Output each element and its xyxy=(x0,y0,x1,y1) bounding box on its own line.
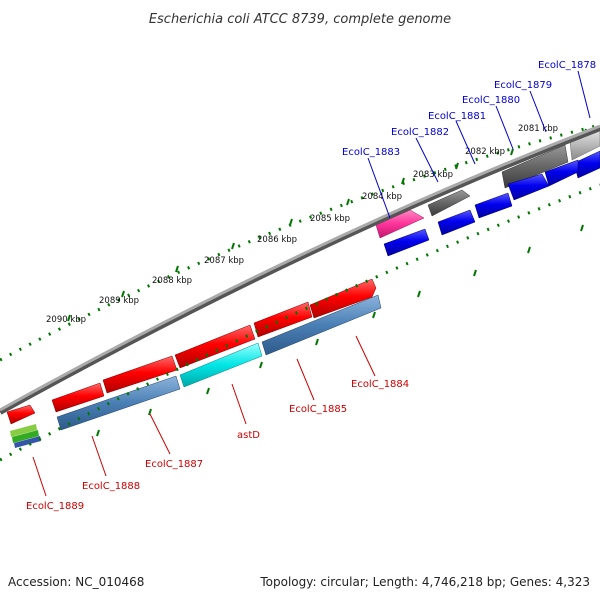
gene-label[interactable]: EcolC_1879 xyxy=(494,80,552,91)
forward-strand-genes-bottom xyxy=(6,278,377,425)
forward-strand-genes-top xyxy=(375,127,600,239)
gene-arrow-green[interactable] xyxy=(12,430,39,443)
outer-tick-ring xyxy=(0,123,600,362)
inner-major-ticks xyxy=(96,224,584,437)
gene-arrow-gray[interactable] xyxy=(501,144,569,189)
gene-arrow-red[interactable] xyxy=(51,382,105,413)
accession-text: Accession: NC_010468 xyxy=(8,575,144,589)
gene-arrow-blue[interactable] xyxy=(437,209,476,236)
gene-label[interactable]: EcolC_1881 xyxy=(428,111,486,122)
topology-text: Topology: circular; Length: 4,746,218 bp… xyxy=(259,575,590,589)
gene-arrow-blue[interactable] xyxy=(507,173,550,201)
scale-label: 2088 kbp xyxy=(152,276,192,286)
reverse-strand-genes-top xyxy=(383,150,600,257)
gene-arrow-red[interactable] xyxy=(174,324,256,369)
scale-label: 2085 kbp xyxy=(310,214,350,224)
gene-arrow-blue[interactable] xyxy=(383,228,430,257)
gene-arrow-blue[interactable] xyxy=(474,192,513,219)
gene-arrow-steel[interactable] xyxy=(261,294,382,356)
scale-label: 2086 kbp xyxy=(257,235,297,245)
gene-label[interactable]: EcolC_1885 xyxy=(289,404,347,415)
top-callout-lines xyxy=(367,70,591,219)
gene-arrow-steel[interactable] xyxy=(56,375,181,431)
gene-label[interactable]: EcolC_1880 xyxy=(462,95,520,106)
scale-label: 2081 kbp xyxy=(518,124,558,134)
top-gene-labels: EcolC_1878 EcolC_1879 EcolC_1880 EcolC_1… xyxy=(342,60,596,158)
bottom-callout-lines xyxy=(32,335,376,497)
genome-backbone-shadow xyxy=(0,125,600,415)
gene-label[interactable]: astD xyxy=(237,430,260,441)
gene-label[interactable]: EcolC_1878 xyxy=(538,60,596,71)
gene-label[interactable]: EcolC_1889 xyxy=(26,501,84,512)
gene-arrow-blue[interactable] xyxy=(573,150,600,179)
scale-label: 2083 kbp xyxy=(413,170,453,180)
bottom-gene-labels: EcolC_1884 EcolC_1885 astD EcolC_1887 Ec… xyxy=(26,379,409,512)
scale-label: 2087 kbp xyxy=(204,256,244,266)
gene-arrow-blue[interactable] xyxy=(14,436,41,448)
gene-arrow-gray[interactable] xyxy=(427,189,471,217)
outer-major-ticks xyxy=(67,128,587,322)
gene-label[interactable]: EcolC_1887 xyxy=(145,459,203,470)
gene-arrow-red[interactable] xyxy=(309,278,377,319)
scale-label: 2089 kbp xyxy=(99,296,139,306)
genome-backbone xyxy=(0,124,600,412)
gene-arrow-green[interactable] xyxy=(10,424,37,437)
scale-label: 2090 kbp xyxy=(46,315,86,325)
reverse-strand-genes-bottom xyxy=(10,294,382,448)
gene-label[interactable]: EcolC_1883 xyxy=(342,147,400,158)
gene-arrow-blue[interactable] xyxy=(544,159,579,187)
gene-label[interactable]: EcolC_1882 xyxy=(391,127,449,138)
map-title: Escherichia coli ATCC 8739, complete gen… xyxy=(149,12,451,27)
gene-arrow-cyan[interactable] xyxy=(179,342,263,388)
gene-label[interactable]: EcolC_1888 xyxy=(82,481,140,492)
gene-arrow-red[interactable] xyxy=(6,404,36,425)
scale-label: 2082 kbp xyxy=(465,147,505,157)
gene-label[interactable]: EcolC_1884 xyxy=(351,379,409,390)
